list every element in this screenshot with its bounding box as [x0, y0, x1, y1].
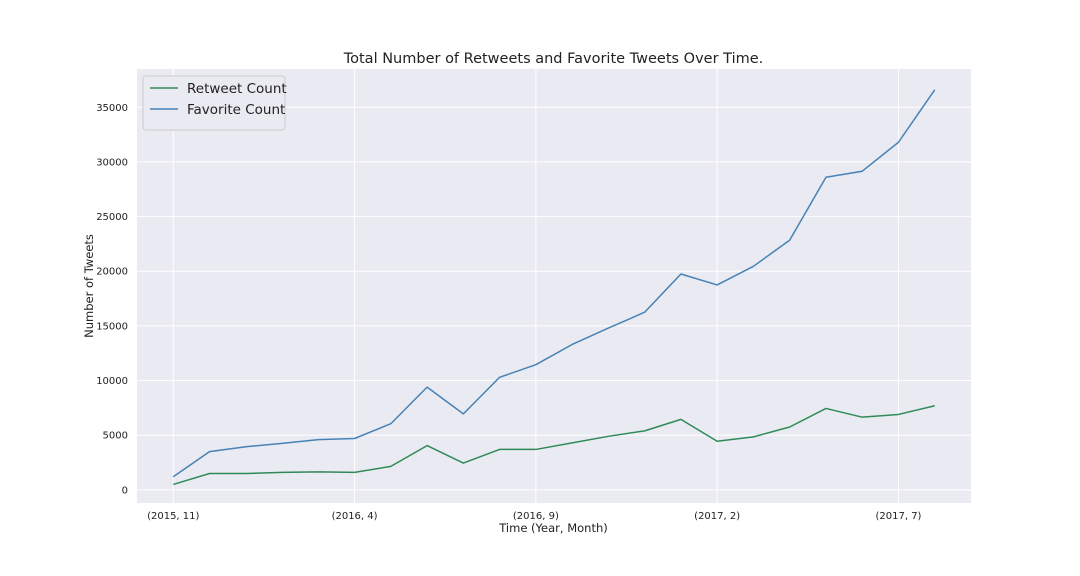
y-tick-label: 20000 — [96, 267, 128, 278]
x-axis-title: Time (Year, Month) — [498, 521, 607, 535]
y-tick-label: 10000 — [96, 376, 128, 387]
x-tick-label: (2015, 11) — [147, 511, 199, 522]
y-tick-label: 5000 — [103, 431, 128, 442]
legend: Retweet Count Favorite Count — [142, 75, 287, 131]
legend-label: Retweet Count — [187, 81, 287, 97]
plot-area — [137, 69, 971, 503]
y-tick-label: 15000 — [96, 321, 128, 332]
tick-labels: 0 5000 10000 15000 20000 25000 30000 35000 (2015… — [96, 103, 921, 522]
y-axis-title: Number of Tweets — [82, 234, 96, 338]
x-tick-label: (2017, 7) — [875, 511, 921, 522]
y-tick-label: 25000 — [96, 212, 128, 223]
series-line-favorite-count — [172, 89, 936, 478]
legend-label: Favorite Count — [187, 102, 285, 118]
gridlines — [137, 69, 971, 503]
x-tick-label: (2016, 4) — [332, 511, 378, 522]
y-tick-label: 0 — [122, 485, 128, 496]
chart-title: Total Number of Retweets and Favorite Tw… — [343, 51, 764, 67]
x-tick-label: (2016, 9) — [513, 511, 559, 522]
series-lines — [172, 89, 936, 486]
x-tick-label: (2017, 2) — [694, 511, 740, 522]
y-tick-label: 35000 — [96, 103, 128, 114]
y-tick-label: 30000 — [96, 157, 128, 168]
legend-box — [142, 75, 286, 131]
series-line-retweet-count — [173, 404, 935, 486]
